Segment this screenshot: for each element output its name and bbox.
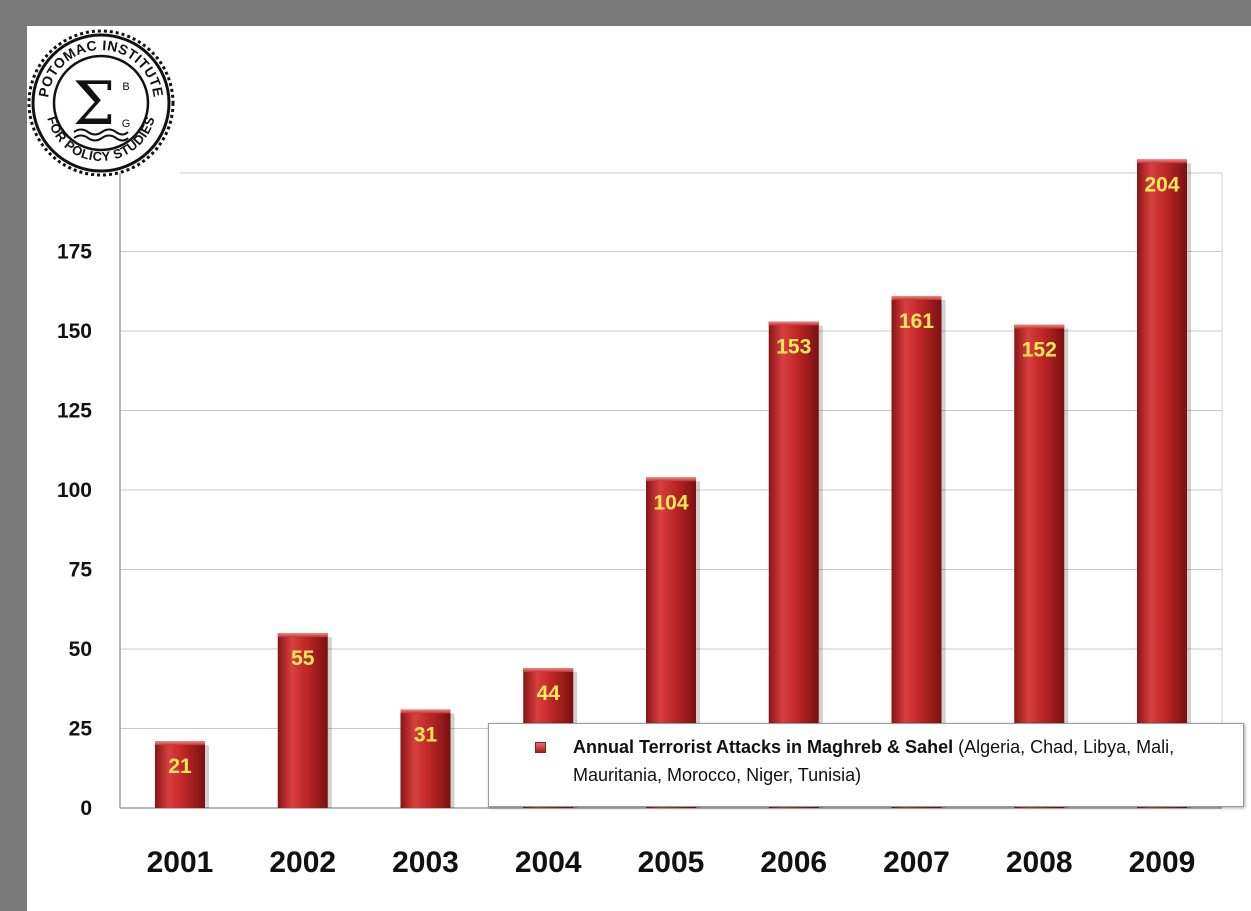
x-tick-label: 2005 xyxy=(638,846,705,879)
y-tick-label: 25 xyxy=(69,718,93,741)
frame-inner-gap xyxy=(27,26,33,911)
y-tick-label: 150 xyxy=(57,320,92,343)
bar-cap xyxy=(891,296,942,301)
x-tick-label: 2008 xyxy=(1006,846,1073,879)
data-label: 21 xyxy=(168,755,192,778)
y-tick-label: 0 xyxy=(80,797,92,820)
x-tick-label: 2009 xyxy=(1129,846,1196,879)
bar-cap xyxy=(523,668,574,673)
data-label: 152 xyxy=(1022,339,1057,362)
legend-series-detail: (Algeria, Chad, Libya, Mali, Mauritania,… xyxy=(573,737,1175,785)
y-tick-label: 50 xyxy=(69,638,92,661)
data-label: 153 xyxy=(776,335,811,358)
bar xyxy=(155,741,205,808)
x-tick-label: 2004 xyxy=(515,846,582,879)
bar-cap xyxy=(155,741,205,746)
bar-cap xyxy=(1137,159,1187,164)
y-tick-label: 100 xyxy=(57,479,92,502)
data-label: 204 xyxy=(1144,173,1179,196)
legend-series-name: Annual Terrorist Attacks in Maghreb & Sa… xyxy=(573,737,954,757)
x-tick-label: 2001 xyxy=(147,846,214,879)
x-tick-label: 2007 xyxy=(883,846,950,879)
bar xyxy=(400,709,451,808)
y-tick-label: 125 xyxy=(57,400,92,423)
x-tick-label: 2003 xyxy=(392,846,459,879)
data-label: 104 xyxy=(653,491,688,514)
chart-legend: Annual Terrorist Attacks in Maghreb & Sa… xyxy=(488,723,1244,807)
logo-superscript: B xyxy=(122,81,129,93)
logo-sigma: Σ xyxy=(73,69,115,139)
frame-top-border xyxy=(0,0,1251,26)
frame-left-border xyxy=(0,0,27,911)
bar xyxy=(891,296,942,808)
data-label: 44 xyxy=(537,682,561,705)
bar xyxy=(277,633,328,808)
y-tick-label: 75 xyxy=(69,559,93,582)
bar xyxy=(1137,159,1187,808)
data-label: 55 xyxy=(291,647,315,670)
bar-cap xyxy=(277,633,328,638)
legend-swatch xyxy=(535,742,546,753)
bar-cap xyxy=(646,477,696,482)
data-label: 31 xyxy=(414,723,438,746)
potomac-institute-logo: POTOMAC INSTITUTE FOR POLICY STUDIES Σ B… xyxy=(27,29,175,177)
legend-entry: Annual Terrorist Attacks in Maghreb & Sa… xyxy=(573,733,1233,789)
y-tick-label: 175 xyxy=(57,241,92,264)
x-tick-label: 2006 xyxy=(760,846,827,879)
data-label: 161 xyxy=(899,310,934,333)
bar-cap xyxy=(1014,324,1065,329)
logo-subscript: G xyxy=(122,118,131,130)
x-tick-label: 2002 xyxy=(269,846,336,879)
bar-cap xyxy=(400,709,451,714)
bar-cap xyxy=(768,321,819,326)
